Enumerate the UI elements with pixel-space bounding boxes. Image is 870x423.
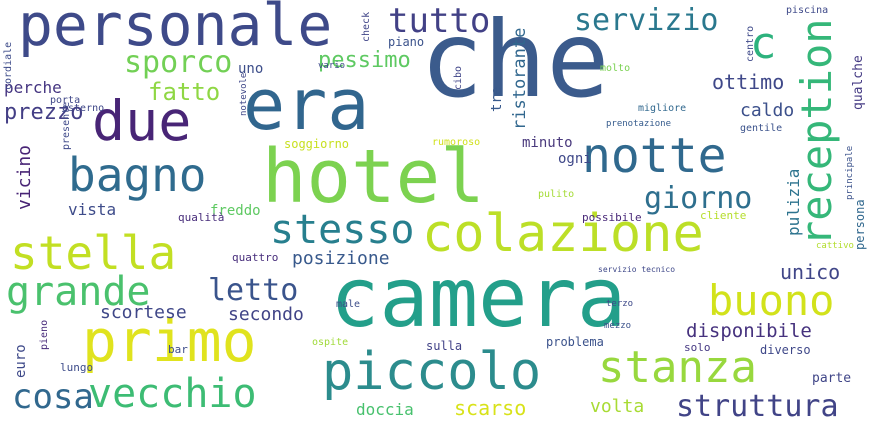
word-camera: camera (330, 251, 627, 346)
word-euro: euro (13, 344, 29, 378)
word-stella: stella (10, 226, 177, 280)
word-bagno: bagno (68, 148, 207, 202)
word-ottimo: ottimo (712, 70, 785, 94)
word-rumoroso: rumoroso (432, 137, 481, 148)
word-piano: piano (388, 35, 425, 49)
word-c: c (750, 18, 777, 69)
word-posizione: posizione (292, 248, 390, 269)
word-lungo: lungo (60, 361, 94, 374)
word-ristorante: ristorante (510, 27, 530, 130)
word-volta: volta (590, 396, 645, 417)
word-letto: letto (208, 273, 299, 308)
word-unico: unico (780, 260, 841, 284)
word-persona: persona (853, 199, 867, 250)
word-grande: grande (6, 269, 151, 315)
word-quattro: quattro (232, 251, 279, 264)
word-uno: uno (238, 61, 264, 77)
word-sporco: sporco (124, 45, 233, 80)
word-scortese: scortese (100, 302, 187, 323)
word-cattivo: cattivo (816, 241, 854, 251)
word-prenotazione: prenotazione (606, 119, 672, 129)
word-migliore: migliore (638, 103, 687, 114)
word-tre: tre (489, 86, 505, 112)
word-mezzo: mezzo (604, 321, 632, 331)
word-parte: parte (812, 371, 852, 386)
word-centro: centro (745, 25, 756, 62)
word-qualche: qualche (851, 55, 866, 110)
word-sulla: sulla (426, 339, 463, 353)
word-secondo: secondo (228, 304, 304, 325)
word-piccolo: piccolo (322, 342, 542, 402)
word-stesso: stesso (270, 207, 415, 253)
word-era: era (243, 64, 370, 146)
word-doccia: doccia (356, 400, 414, 419)
word-molto: molto (600, 63, 631, 74)
word-piscina: piscina (786, 5, 829, 16)
word-personale: personale (18, 0, 333, 59)
word-che: che (420, 0, 610, 121)
word-pulito: pulito (538, 189, 575, 200)
word-giorno: giorno (644, 181, 753, 216)
word-due: due (92, 89, 192, 153)
word-freddo: freddo (210, 203, 261, 219)
word-notte: notte (582, 128, 727, 184)
word-vista: vista (68, 200, 117, 219)
word-servizio: servizio (574, 3, 719, 38)
word-vicino: vicino (14, 144, 35, 210)
word-hotel: hotel (262, 134, 485, 220)
word-disponibile: disponibile (686, 320, 812, 342)
word-perche: perche (4, 78, 62, 97)
word-vario: vario (318, 61, 346, 71)
word-prezzo: prezzo (4, 100, 84, 125)
word-pulizia: pulizia (784, 168, 803, 236)
word-diverso: diverso (760, 343, 811, 357)
word-cliente: cliente (700, 209, 747, 222)
word-principale: principale (845, 145, 855, 200)
word-esterno: esterno (62, 103, 105, 114)
word-solo: solo (684, 341, 711, 354)
word-porta: porta (50, 95, 81, 106)
word-vecchio: vecchio (88, 371, 257, 417)
word-buono: buono (708, 276, 835, 325)
word-possibile: possibile (582, 211, 642, 224)
word-ospite: ospite (312, 337, 349, 348)
word-soggiorno: soggiorno (284, 137, 350, 151)
word-scarso: scarso (454, 396, 527, 420)
word-minuto: minuto (522, 135, 573, 151)
word-problema: problema (546, 335, 604, 349)
word-male: male (336, 299, 361, 310)
word-bar: bar (168, 343, 188, 356)
word-tutto: tutto (388, 1, 491, 41)
word-caldo: caldo (740, 100, 795, 121)
word-stanza: stanza (598, 342, 757, 393)
word-pessimo: pessimo (318, 48, 411, 73)
word-cibo: cibo (453, 65, 464, 90)
word-cosa: cosa (12, 377, 94, 417)
word-presente: presente (61, 101, 72, 150)
word-fatto: fatto (148, 78, 221, 106)
word-terzo: terzo (606, 299, 634, 309)
word-pieno: pieno (39, 319, 50, 350)
word-colazione: colazione (422, 204, 704, 264)
word-cordiale: cordiale (3, 41, 14, 90)
word-check: check (361, 11, 372, 42)
word-gentile: gentile (740, 123, 783, 134)
word-qualità: qualità (178, 211, 225, 224)
word-servizio-tecnico: servizio tecnico (598, 265, 676, 274)
word-primo: primo (82, 307, 257, 375)
word-struttura: struttura (676, 389, 839, 423)
word-ogni: ogni (558, 151, 592, 167)
word-notevole: notevole (239, 72, 249, 116)
